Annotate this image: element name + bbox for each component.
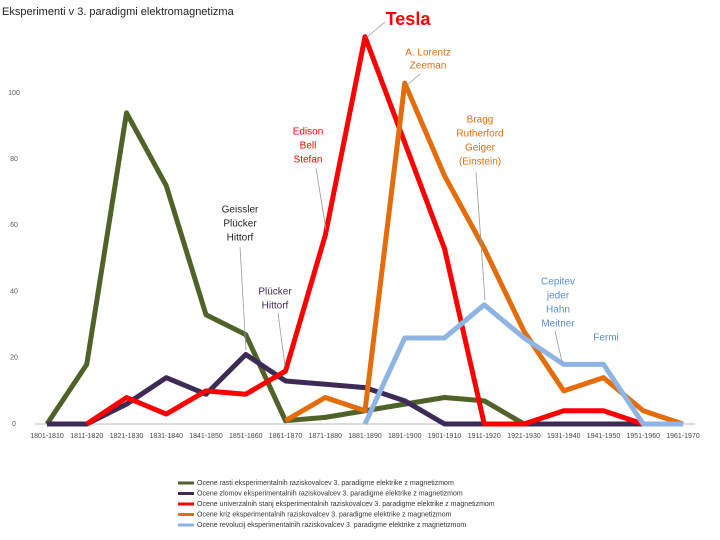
annotation-leader [239,246,247,351]
y-tick-label: 60 [10,222,18,229]
series-line [85,34,645,427]
x-tick-label: 1871-1880 [309,433,343,440]
x-tick-label: 1851-1860 [229,433,263,440]
series-line [44,110,683,427]
x-tick-label: 1801-1810 [30,433,64,440]
annotation: Bell [300,141,317,152]
annotation: Fermi [593,333,619,344]
y-tick-label: 100 [8,90,20,97]
x-tick-label: 1831-1840 [150,433,184,440]
annotation: Plücker [223,219,257,230]
annotation: Rutherford [456,129,503,140]
annotation-leader [554,330,563,363]
legend-label: Ocene rasti eksperimentalnih raziskovalc… [197,480,454,487]
legend-label: Ocene kriz eksperimentalnih raziskovalce… [197,511,452,518]
x-tick-label: 1861-1870 [269,433,303,440]
annotation: Hittorf [262,301,289,312]
y-tick-label: 20 [10,355,18,362]
annotation-leader [277,312,286,367]
legend-label: Ocene univerzalnih stanj eksperimentalni… [197,501,495,508]
annotation: A. Lorentz [405,48,451,59]
annotation: Tesla [386,9,432,29]
legend-swatch [178,481,194,485]
annotation: Meitner [541,319,575,330]
x-tick-label: 1841-1850 [189,433,223,440]
annotation: (Einstein) [459,157,501,168]
y-tick-label: 40 [10,288,18,295]
legend-swatch [178,523,194,527]
x-tick-label: 1951-1960 [627,433,661,440]
annotation-leader [365,21,386,39]
x-tick-label: 1881-1890 [348,433,382,440]
annotation: Zeeman [410,61,447,72]
annotation: Plücker [258,287,292,298]
series-line [47,351,683,427]
series-line [362,302,683,427]
x-tick-label: 1921-1930 [507,433,541,440]
legend-swatch [178,502,194,506]
chart-title: Eksperimenti v 3. paradigmi elektromagne… [2,6,235,18]
legend-label: Ocene revolucij eksperimentalnih razisko… [197,522,466,529]
annotation: Edison [293,127,324,138]
x-tick-label: 1941-1950 [587,433,621,440]
y-tick-label: 80 [10,156,18,163]
annotation: Hahn [546,305,570,316]
annotation: Bragg [467,115,494,126]
legend-swatch [178,492,194,495]
x-tick-label: 1911-1920 [468,433,501,440]
annotation: Stefan [294,155,323,166]
annotation: Hittorf [227,233,254,244]
annotation-leader [405,73,421,87]
annotation: jeder [546,291,570,302]
annotation-leader [475,171,486,301]
x-tick-label: 1901-1910 [428,433,462,440]
legend-swatch [178,513,194,516]
x-tick-label: 1961-1970 [666,433,700,440]
annotation-leader [315,167,327,231]
x-tick-label: 1821-1830 [110,433,144,440]
y-tick-label: 0 [12,421,16,428]
legend-label: Ocene zlomov eksperimentalnih raziskoval… [197,490,463,497]
annotation: Cepitev [541,277,575,288]
x-tick-label: 1891-1900 [388,433,422,440]
x-tick-label: 1931-1940 [547,433,581,440]
annotation: Geissler [222,205,259,216]
annotation: Geiger [465,143,496,154]
x-tick-label: 1811-1820 [70,433,103,440]
